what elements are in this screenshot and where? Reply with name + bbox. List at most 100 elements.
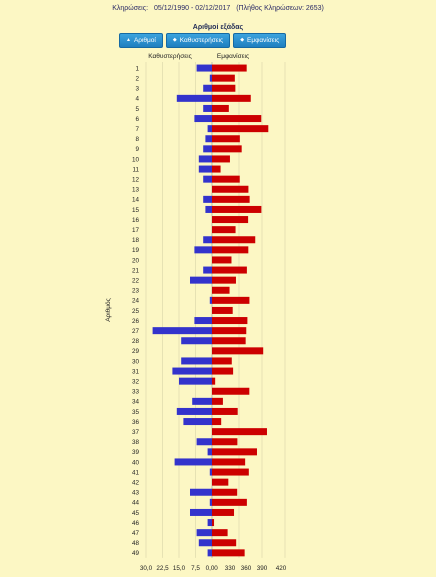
appearance-bar [212, 165, 221, 173]
category-label: 41 [132, 469, 140, 476]
appearance-bar [212, 488, 238, 496]
sort-button-group: ▲ Αριθμοί ◆ Καθυστερήσεις ◆ Εμφανίσεις [119, 33, 287, 48]
appearance-bar [212, 438, 238, 446]
category-label: 3 [135, 86, 139, 93]
category-label: 30 [132, 358, 140, 365]
appearance-bar [212, 347, 264, 355]
category-label: 38 [132, 439, 140, 446]
appearance-bar [212, 125, 269, 133]
category-label: 11 [132, 166, 139, 173]
category-label: 27 [132, 328, 140, 335]
appearance-bar [212, 357, 232, 365]
delay-bar [209, 468, 212, 476]
delay-bar [207, 519, 212, 527]
sort-by-appearances-button[interactable]: ◆ Εμφανίσεις [233, 33, 287, 48]
category-label: 36 [132, 419, 140, 426]
category-label: 12 [132, 176, 140, 183]
appearance-bar [212, 529, 228, 537]
delay-bar [196, 64, 212, 72]
appearance-bar [212, 498, 247, 506]
appearance-bar [212, 115, 262, 123]
x-tick-label-right: 360 [241, 565, 252, 572]
sort-by-delays-label: Καθυστερήσεις [179, 37, 224, 44]
x-tick-label-left: 22,5 [156, 565, 169, 572]
category-label: 7 [135, 126, 139, 133]
delay-bar [196, 529, 212, 537]
appearance-bar [212, 468, 249, 476]
category-label: 47 [132, 530, 140, 537]
appearance-bar [212, 397, 223, 405]
delay-bar [203, 195, 212, 203]
delay-bar [196, 438, 212, 446]
category-label: 25 [132, 308, 140, 315]
category-label: 42 [132, 479, 140, 486]
appearance-bar [212, 226, 236, 234]
appearance-bar [212, 519, 215, 527]
delay-bar [203, 236, 212, 244]
appearance-bar [212, 195, 250, 203]
category-label: 49 [132, 550, 140, 557]
appearance-bar [212, 306, 233, 314]
delay-bar [152, 327, 212, 335]
appearance-bar [212, 135, 240, 143]
sort-by-appearances-label: Εμφανίσεις [247, 37, 280, 44]
appearance-bar [212, 448, 257, 456]
x-tick-label-left: 0,0 [206, 565, 215, 572]
appearance-bar [212, 64, 247, 72]
category-label: 9 [135, 146, 139, 153]
appearance-bar [212, 84, 236, 92]
appearance-bar [212, 205, 262, 213]
draws-label: Κληρώσεις: [112, 5, 149, 12]
legend-appearances: Εμφανίσεις [217, 52, 249, 60]
legend-delays: Καθυστερήσεις [148, 53, 191, 60]
category-label: 44 [132, 500, 140, 507]
category-label: 39 [132, 449, 140, 456]
delay-bar [190, 488, 212, 496]
category-label: 5 [135, 106, 139, 113]
category-label: 33 [132, 389, 140, 396]
delay-bar [207, 448, 212, 456]
category-label: 40 [132, 459, 140, 466]
category-label: 43 [132, 490, 140, 497]
delay-bar [198, 155, 212, 163]
category-label: 2 [135, 75, 139, 82]
x-tick-label-left: 30,0 [140, 565, 153, 572]
delay-bar [179, 377, 212, 385]
category-label: 15 [132, 207, 140, 214]
sort-by-delays-button[interactable]: ◆ Καθυστερήσεις [165, 33, 231, 48]
appearance-bar [212, 549, 245, 557]
category-label: 4 [135, 96, 139, 103]
category-label: 14 [132, 197, 140, 204]
sort-by-number-label: Αριθμοί [133, 37, 156, 44]
delay-bar [194, 317, 212, 325]
delay-bar [176, 94, 212, 102]
category-label: 21 [132, 267, 140, 274]
appearance-bar [212, 428, 267, 436]
x-tick-label-left: 15,0 [173, 565, 186, 572]
delay-bar [203, 266, 212, 274]
appearance-bar [212, 508, 235, 516]
delay-bar [190, 276, 212, 284]
delay-bar [190, 508, 212, 516]
category-label: 35 [132, 409, 140, 416]
appearance-bar [212, 185, 249, 193]
appearance-bar [212, 478, 229, 486]
delay-bar [183, 418, 212, 426]
delay-bar [176, 407, 212, 415]
delay-bar [205, 135, 212, 143]
category-label: 29 [132, 348, 140, 355]
sort-diamond-icon: ◆ [240, 37, 245, 43]
draws-count: (Πλήθος Κληρώσεων: 2653) [236, 5, 324, 12]
delay-bar [194, 246, 212, 254]
appearance-bar [212, 104, 229, 112]
category-label: 37 [132, 429, 140, 436]
delay-bar [203, 104, 212, 112]
y-axis-label: Αριθμός [104, 298, 112, 322]
appearance-bar [212, 458, 246, 466]
delay-bar [174, 458, 212, 466]
x-tick-label-right: 0 [214, 565, 218, 572]
category-label: 13 [132, 187, 140, 194]
appearance-bar [212, 246, 249, 254]
sort-by-number-button[interactable]: ▲ Αριθμοί [119, 33, 163, 48]
category-label: 28 [132, 338, 140, 345]
